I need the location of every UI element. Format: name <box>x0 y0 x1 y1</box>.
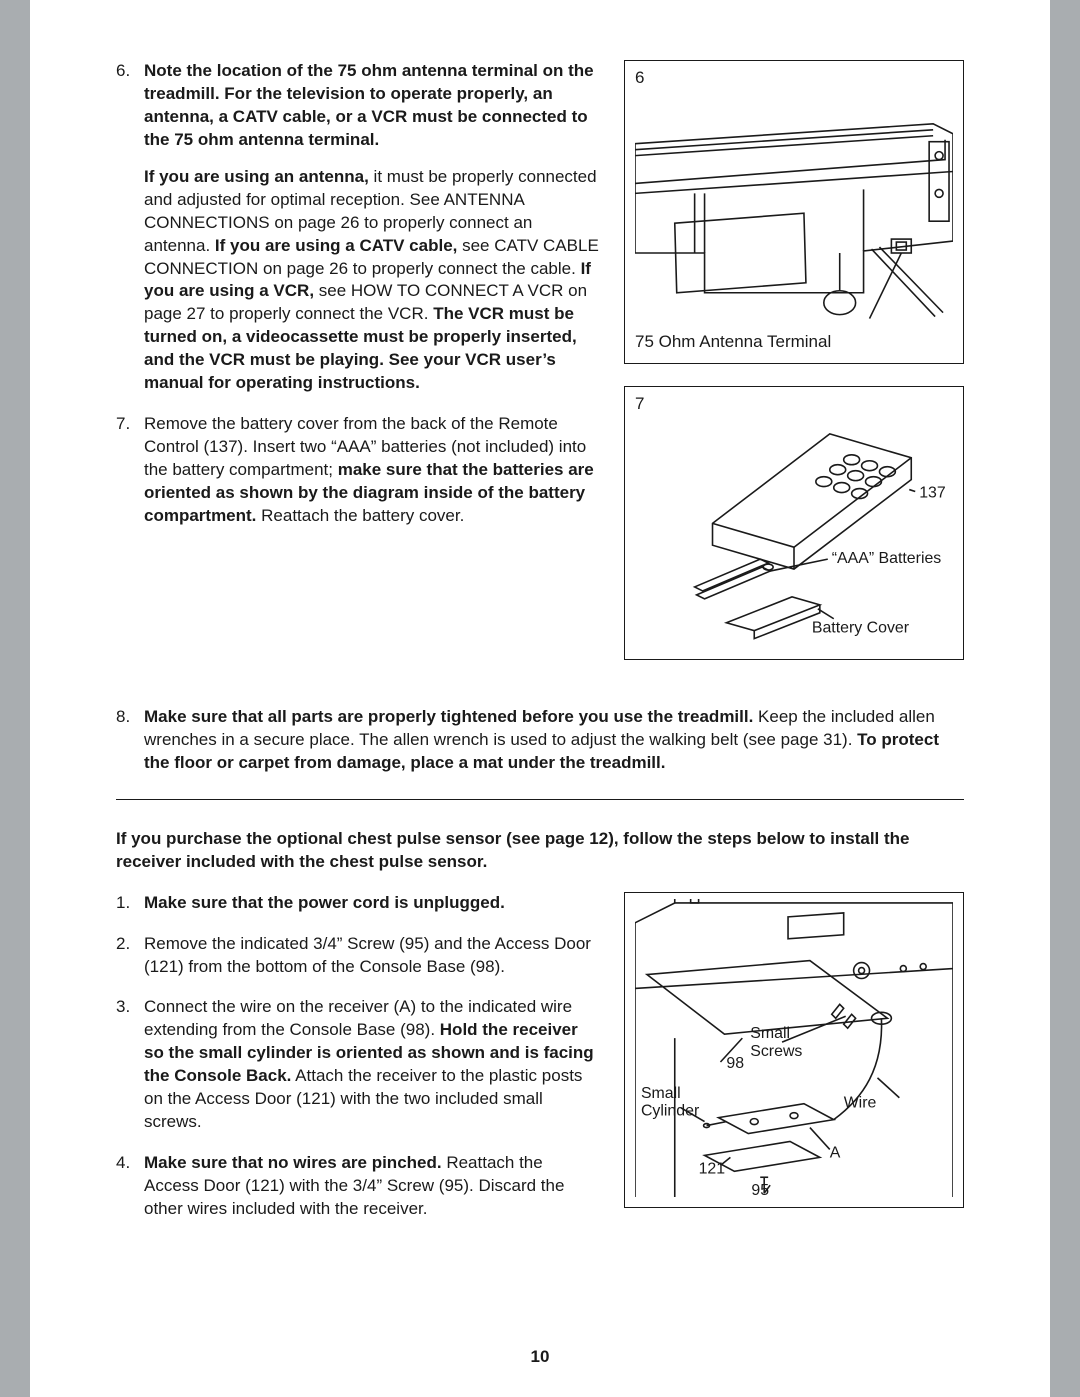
b3-p: Connect the wire on the receiver (A) to … <box>144 996 600 1134</box>
stepB-4: 4. Make sure that no wires are pinched. … <box>116 1152 600 1221</box>
manual-page: 6. Note the location of the 75 ohm anten… <box>30 0 1050 1397</box>
step-number: 7. <box>116 413 144 528</box>
ann-small-screws-line1: Small <box>750 1025 790 1042</box>
step-body: Remove the battery cover from the back o… <box>144 413 600 528</box>
step7-p1: Remove the battery cover from the back o… <box>144 413 600 528</box>
step-number: 3. <box>116 996 144 1134</box>
figure-console-svg: Small Screws 98 Small Cylinder Wire 121 … <box>635 899 953 1197</box>
step6-p2: If you are using an antenna, it must be … <box>144 166 600 395</box>
ann-small-screws-line2: Screws <box>750 1043 802 1060</box>
ann-121: 121 <box>699 1160 726 1177</box>
step8-p1: Make sure that all parts are properly ti… <box>144 706 964 775</box>
figure-caption: 75 Ohm Antenna Terminal <box>635 331 953 354</box>
step-body: Make sure that the power cord is unplugg… <box>144 892 600 915</box>
step-number: 2. <box>116 933 144 979</box>
step-body: Make sure that no wires are pinched. Rea… <box>144 1152 600 1221</box>
step6-p1: Note the location of the 75 ohm antenna … <box>144 60 600 152</box>
step-8-list: 8. Make sure that all parts are properly… <box>116 706 964 775</box>
step-body: Make sure that all parts are properly ti… <box>144 706 964 775</box>
step-number: 4. <box>116 1152 144 1221</box>
ann-95: 95 <box>751 1182 769 1197</box>
figure-7: 7 <box>624 386 964 660</box>
step-body: Remove the indicated 3/4” Screw (95) and… <box>144 933 600 979</box>
figure-6: 6 <box>624 60 964 364</box>
row-sectionB: 1. Make sure that the power cord is unpl… <box>116 892 964 1239</box>
figure-6-svg <box>635 94 953 323</box>
step-number: 6. <box>116 60 144 395</box>
step-7: 7. Remove the battery cover from the bac… <box>116 413 600 528</box>
step-list-a: 6. Note the location of the 75 ohm anten… <box>116 60 600 528</box>
b4-p: Make sure that no wires are pinched. Rea… <box>144 1152 600 1221</box>
step-8: 8. Make sure that all parts are properly… <box>116 706 964 775</box>
ann-small-cyl-line2: Cylinder <box>641 1102 700 1119</box>
col-text-b: 1. Make sure that the power cord is unpl… <box>116 892 600 1239</box>
step-body: Note the location of the 75 ohm antenna … <box>144 60 600 395</box>
section-divider <box>116 799 964 800</box>
step-body: Connect the wire on the receiver (A) to … <box>144 996 600 1134</box>
sectionB-intro: If you purchase the optional chest pulse… <box>116 828 964 874</box>
figure-label: 6 <box>635 67 953 90</box>
ann-cover: Battery Cover <box>812 620 910 637</box>
page-number: 10 <box>30 1346 1050 1369</box>
col-figs-67: 6 <box>624 60 964 682</box>
ann-small-cyl-line1: Small <box>641 1084 681 1101</box>
col-fig-b: Small Screws 98 Small Cylinder Wire 121 … <box>624 892 964 1239</box>
ann-98: 98 <box>726 1055 744 1072</box>
step-6: 6. Note the location of the 75 ohm anten… <box>116 60 600 395</box>
step-list-b: 1. Make sure that the power cord is unpl… <box>116 892 600 1221</box>
b2-p: Remove the indicated 3/4” Screw (95) and… <box>144 933 600 979</box>
stepB-2: 2. Remove the indicated 3/4” Screw (95) … <box>116 933 600 979</box>
ann-137: 137 <box>919 485 946 502</box>
figure-7-svg: 137 “AAA” Batteries Battery Cover <box>635 420 953 649</box>
figure-console: Small Screws 98 Small Cylinder Wire 121 … <box>624 892 964 1208</box>
ann-wire: Wire <box>844 1094 877 1111</box>
ann-aaa: “AAA” Batteries <box>832 550 942 567</box>
row-steps-67: 6. Note the location of the 75 ohm anten… <box>116 60 964 682</box>
ann-a: A <box>830 1144 841 1161</box>
col-text-67: 6. Note the location of the 75 ohm anten… <box>116 60 600 682</box>
stepB-3: 3. Connect the wire on the receiver (A) … <box>116 996 600 1134</box>
figure-label: 7 <box>635 393 953 416</box>
step-number: 8. <box>116 706 144 775</box>
b1-p: Make sure that the power cord is unplugg… <box>144 892 600 915</box>
stepB-1: 1. Make sure that the power cord is unpl… <box>116 892 600 915</box>
step-number: 1. <box>116 892 144 915</box>
